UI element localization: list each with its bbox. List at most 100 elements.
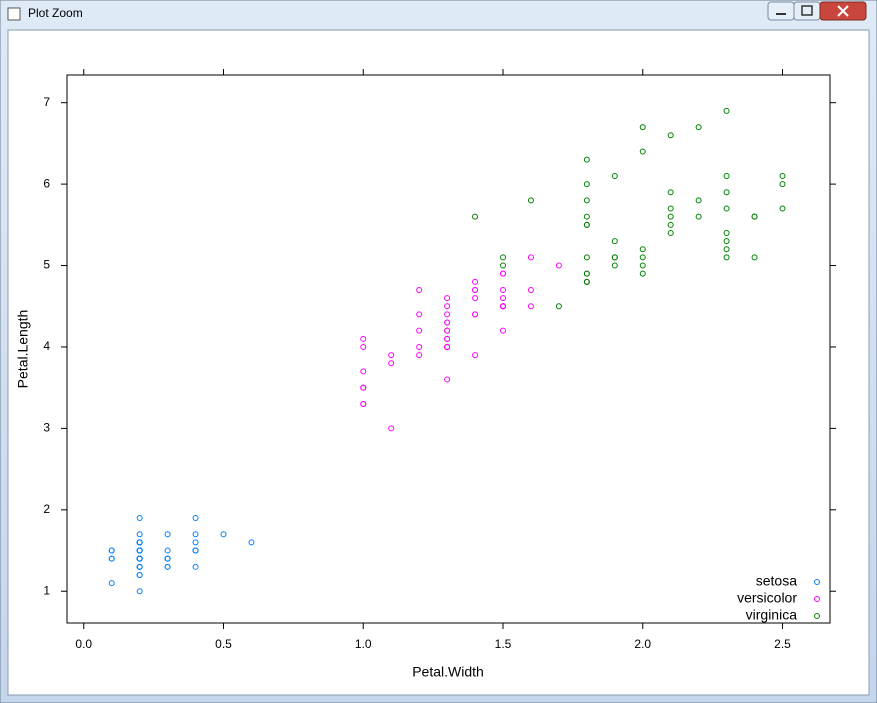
point [444, 319, 451, 326]
point [583, 156, 590, 163]
legend-symbol [814, 579, 820, 585]
point [583, 181, 590, 188]
point [583, 278, 590, 285]
point [583, 254, 590, 261]
point [500, 303, 506, 310]
point [388, 425, 395, 432]
point [611, 238, 618, 245]
point [611, 172, 618, 179]
point [444, 303, 451, 310]
point [639, 270, 646, 277]
point [248, 539, 255, 546]
point [360, 368, 367, 375]
point [611, 254, 618, 261]
point [500, 295, 506, 302]
point [667, 205, 674, 212]
point [136, 514, 143, 521]
legend-label: versicolor [737, 590, 797, 606]
point [500, 254, 506, 261]
point [360, 384, 367, 391]
point [164, 531, 171, 538]
client-area [7, 29, 870, 696]
point [164, 547, 171, 554]
maximize-button[interactable] [793, 1, 821, 21]
point [695, 197, 702, 204]
legend-label: virginica [746, 607, 798, 623]
point [108, 547, 115, 554]
point [751, 254, 758, 261]
point [136, 571, 143, 578]
point [555, 262, 562, 269]
point [360, 335, 367, 342]
point [723, 246, 730, 253]
point [527, 254, 534, 261]
point [416, 352, 423, 359]
point [192, 563, 199, 570]
point [667, 132, 674, 139]
point [723, 254, 730, 261]
point [500, 286, 506, 293]
point [667, 229, 674, 236]
point [723, 172, 730, 179]
point [136, 555, 143, 562]
point [555, 303, 562, 310]
close-icon [837, 5, 849, 17]
point [500, 270, 506, 277]
x-tick-label: 2.0 [634, 637, 651, 651]
point [667, 189, 674, 196]
point [639, 148, 646, 155]
point [472, 278, 479, 285]
point [500, 327, 506, 334]
point [416, 327, 423, 334]
point [667, 213, 674, 220]
point [583, 270, 590, 277]
x-tick-label: 0.5 [215, 637, 232, 651]
point [639, 262, 646, 269]
y-tick-label: 2 [43, 502, 50, 516]
point [416, 343, 423, 350]
point [220, 531, 227, 538]
point [444, 335, 451, 342]
point [723, 229, 730, 236]
minimize-button[interactable] [767, 1, 795, 21]
point [723, 238, 730, 245]
y-tick-label: 1 [43, 583, 50, 597]
point [444, 311, 451, 318]
point [527, 303, 534, 310]
window-icon [7, 7, 21, 21]
point [695, 124, 702, 131]
x-tick-label: 1.0 [355, 637, 372, 651]
point [472, 295, 479, 302]
point [723, 107, 730, 114]
point [472, 286, 479, 293]
point [639, 254, 646, 261]
point [444, 295, 451, 302]
point [583, 197, 590, 204]
point [136, 539, 143, 546]
point [136, 588, 143, 595]
point [108, 555, 115, 562]
y-tick-label: 3 [43, 421, 50, 435]
point [192, 539, 199, 546]
y-tick-label: 7 [43, 95, 50, 109]
legend-symbol [814, 613, 820, 619]
point [779, 181, 786, 188]
point [583, 213, 590, 220]
point [416, 311, 423, 318]
point [388, 352, 395, 359]
point [639, 124, 646, 131]
window-title: Plot Zoom [28, 6, 83, 20]
point [527, 286, 534, 293]
point [779, 172, 786, 179]
point [500, 262, 506, 269]
point [136, 531, 143, 538]
point [444, 376, 451, 383]
point [472, 213, 479, 220]
point [639, 246, 646, 253]
point [779, 205, 786, 212]
point [192, 531, 199, 538]
point [695, 213, 702, 220]
maximize-icon [801, 5, 813, 16]
x-tick-label: 1.5 [495, 637, 512, 651]
legend-label: setosa [756, 573, 797, 589]
